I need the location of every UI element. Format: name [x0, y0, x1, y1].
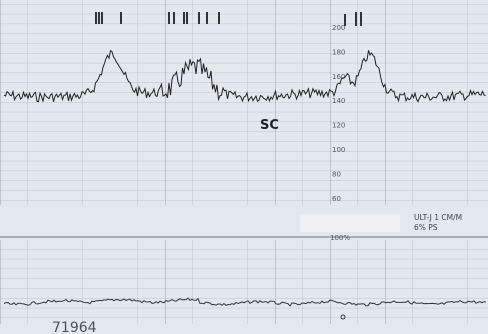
machine-info: 6% PS — [414, 223, 438, 232]
annotation: SC — [260, 118, 279, 133]
scale-label: 160 — [332, 73, 345, 81]
scale-label: 60 — [332, 195, 341, 203]
record-number: 71964 — [52, 320, 97, 334]
scale-label: 100 — [332, 146, 345, 154]
scale-label: 140 — [332, 97, 345, 105]
uterine-scale-label: 100% — [330, 234, 350, 242]
fhr-grid — [0, 0, 488, 205]
scale-label: 80 — [332, 170, 341, 178]
label-box — [300, 214, 400, 232]
scale-label: 180 — [332, 48, 345, 56]
scale-label: 120 — [332, 122, 345, 130]
scale-label: 200 — [332, 24, 345, 32]
machine-info: ULT-J 1 CM/M — [414, 213, 462, 222]
ctg-strip: 200 180 160 140 120 100 80 60 SC 100% ULT-J 1 C… — [0, 0, 488, 334]
toco-grid — [0, 240, 488, 324]
